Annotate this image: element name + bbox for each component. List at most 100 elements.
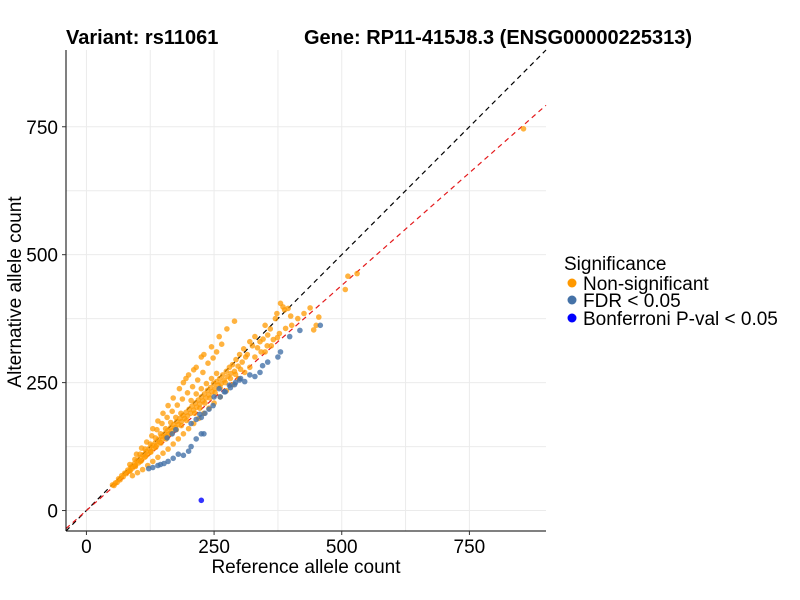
point-non-significant bbox=[227, 375, 234, 382]
y-tick-label: 500 bbox=[26, 246, 58, 267]
point-fdr bbox=[252, 373, 258, 380]
point-non-significant bbox=[142, 446, 148, 452]
point-non-significant bbox=[216, 333, 222, 340]
point-non-significant bbox=[232, 371, 239, 378]
point-non-significant bbox=[150, 458, 156, 465]
point-fdr bbox=[216, 385, 222, 392]
point-non-significant bbox=[188, 397, 194, 404]
point-non-significant bbox=[295, 315, 301, 322]
point-non-significant bbox=[205, 360, 211, 367]
point-non-significant bbox=[178, 410, 184, 417]
point-fdr bbox=[232, 379, 239, 386]
point-fdr bbox=[170, 455, 176, 462]
x-axis-title: Reference allele count bbox=[211, 557, 401, 578]
data-points bbox=[109, 126, 527, 504]
point-non-significant bbox=[200, 369, 206, 376]
point-non-significant bbox=[223, 368, 230, 375]
point-non-significant bbox=[242, 354, 249, 360]
point-non-significant bbox=[167, 419, 174, 426]
point-non-significant bbox=[520, 126, 527, 132]
point-fdr bbox=[175, 451, 182, 458]
y-tick-label: 0 bbox=[47, 502, 58, 523]
point-non-significant bbox=[197, 405, 203, 412]
point-non-significant bbox=[342, 286, 349, 293]
point-non-significant bbox=[152, 435, 159, 441]
point-fdr bbox=[222, 389, 229, 395]
point-fdr bbox=[193, 416, 199, 423]
x-tick-label: 0 bbox=[81, 537, 92, 558]
legend-label-fdr: FDR < 0.05 bbox=[583, 291, 681, 312]
point-non-significant bbox=[174, 402, 181, 408]
point-non-significant bbox=[226, 364, 233, 371]
point-non-significant bbox=[180, 431, 187, 437]
point-non-significant bbox=[241, 369, 248, 376]
point-non-significant bbox=[198, 385, 205, 392]
point-non-significant bbox=[201, 351, 207, 358]
point-non-significant bbox=[139, 466, 146, 473]
point-fdr bbox=[277, 349, 284, 355]
point-fdr bbox=[275, 354, 281, 360]
point-non-significant bbox=[301, 310, 307, 317]
point-fdr bbox=[169, 431, 175, 437]
point-non-significant bbox=[213, 370, 220, 377]
point-non-significant bbox=[147, 441, 154, 447]
point-non-significant bbox=[183, 417, 190, 424]
point-non-significant bbox=[185, 425, 192, 432]
point-non-significant bbox=[158, 440, 164, 446]
y-tick-label: 750 bbox=[26, 118, 58, 139]
point-fdr bbox=[164, 435, 170, 441]
point-fdr bbox=[247, 372, 253, 378]
point-fdr bbox=[206, 406, 212, 413]
point-non-significant bbox=[218, 341, 225, 348]
y-tick-label: 250 bbox=[26, 374, 58, 395]
point-non-significant bbox=[164, 414, 170, 421]
point-non-significant bbox=[208, 375, 215, 382]
point-fdr bbox=[180, 452, 187, 459]
point-non-significant bbox=[282, 325, 289, 332]
reference-lines bbox=[65, 49, 547, 532]
point-non-significant bbox=[262, 349, 268, 355]
point-non-significant bbox=[345, 273, 351, 280]
variant-title: Variant: rs11061 bbox=[66, 27, 218, 49]
point-non-significant bbox=[189, 383, 196, 390]
point-non-significant bbox=[213, 349, 220, 355]
point-non-significant bbox=[169, 408, 175, 415]
point-non-significant bbox=[274, 310, 280, 317]
point-non-significant bbox=[233, 356, 239, 363]
point-non-significant bbox=[277, 300, 284, 307]
point-non-significant bbox=[190, 367, 197, 373]
point-non-significant bbox=[165, 402, 171, 409]
point-non-significant bbox=[254, 345, 261, 351]
point-non-significant bbox=[160, 410, 166, 417]
point-fdr bbox=[198, 431, 205, 437]
point-non-significant bbox=[354, 270, 360, 277]
point-non-significant bbox=[210, 380, 217, 387]
point-non-significant bbox=[109, 482, 116, 488]
point-non-significant bbox=[191, 410, 198, 417]
point-fdr bbox=[259, 362, 266, 369]
point-non-significant bbox=[157, 431, 164, 437]
point-non-significant bbox=[316, 314, 322, 320]
legend-label-non-significant: Non-significant bbox=[583, 274, 709, 295]
legend-title: Significance bbox=[564, 254, 666, 275]
x-tick-label: 500 bbox=[326, 537, 358, 558]
point-fdr bbox=[185, 448, 192, 455]
point-non-significant bbox=[153, 444, 159, 450]
point-non-significant bbox=[272, 315, 279, 322]
y-axis-title: Alternative allele count bbox=[5, 196, 26, 388]
point-fdr bbox=[188, 420, 194, 427]
point-fdr bbox=[264, 359, 271, 365]
point-fdr bbox=[145, 465, 152, 472]
point-non-significant bbox=[257, 338, 263, 345]
point-non-significant bbox=[176, 385, 183, 392]
point-non-significant bbox=[154, 426, 160, 433]
point-non-significant bbox=[155, 454, 161, 461]
point-non-significant bbox=[132, 463, 139, 470]
point-non-significant bbox=[170, 395, 176, 401]
point-fdr bbox=[217, 394, 223, 400]
point-non-significant bbox=[134, 469, 141, 476]
point-non-significant bbox=[222, 379, 229, 386]
point-fdr bbox=[241, 378, 248, 385]
point-non-significant bbox=[173, 414, 179, 421]
point-fdr bbox=[197, 411, 203, 418]
